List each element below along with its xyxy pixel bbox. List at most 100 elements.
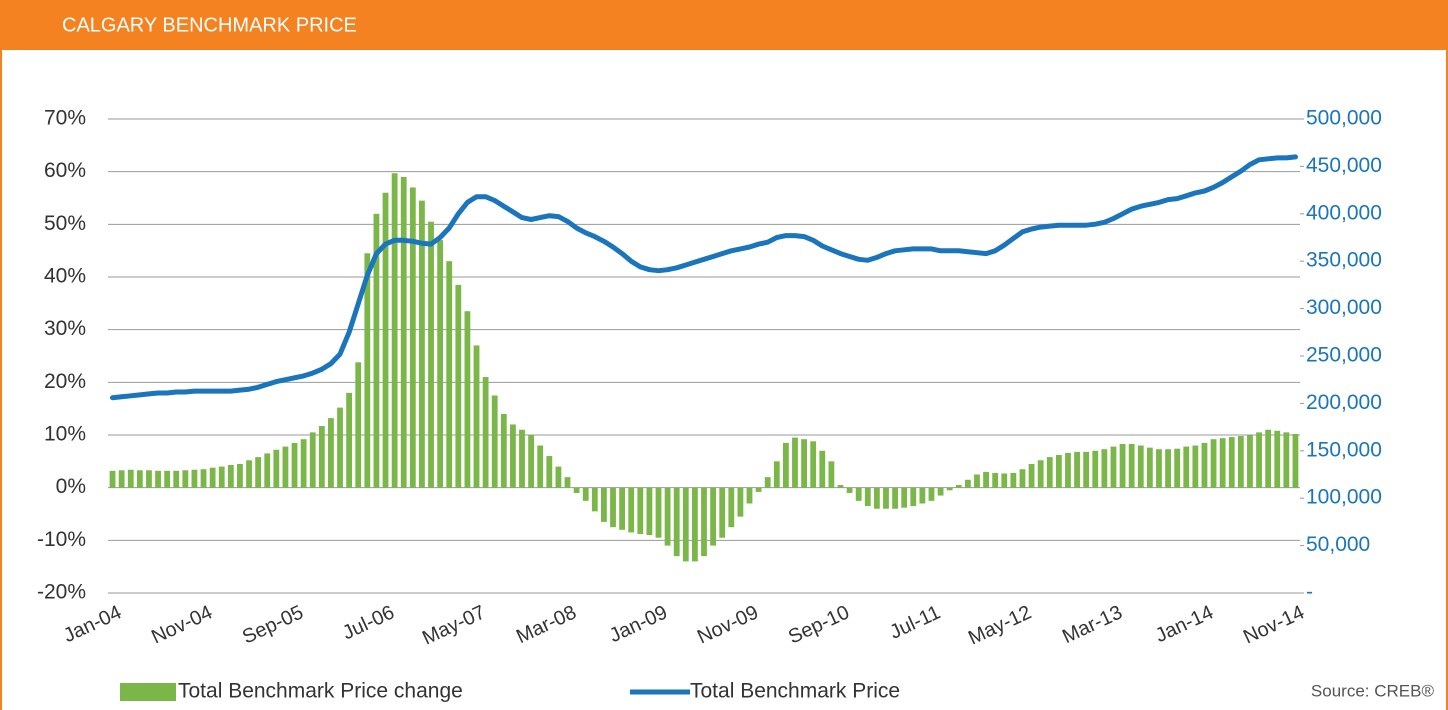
- bar: [555, 466, 562, 488]
- bar: [773, 461, 780, 488]
- y2-tick-label: 450,000: [1306, 154, 1382, 177]
- y-tick-label: 60%: [44, 159, 86, 182]
- bar: [1028, 463, 1035, 488]
- bar: [273, 449, 280, 488]
- bar: [519, 429, 525, 488]
- y2-tick-label: 400,000: [1306, 201, 1382, 224]
- bar: [355, 362, 362, 488]
- bar: [919, 487, 926, 504]
- bar: [637, 487, 644, 535]
- bar: [1046, 457, 1053, 488]
- bar: [546, 456, 553, 488]
- bar: [528, 435, 535, 488]
- bar: [136, 470, 143, 488]
- y-tick-label: 0%: [56, 475, 86, 498]
- bar: [1092, 450, 1099, 488]
- bar: [237, 463, 243, 488]
- x-tick-label: Jul-06: [339, 601, 398, 644]
- y2-tick-label: 250,000: [1306, 344, 1382, 367]
- bar: [282, 446, 289, 488]
- bar: [1247, 435, 1253, 488]
- bar: [646, 487, 653, 536]
- x-tick-label: Nov-09: [694, 601, 762, 648]
- y-tick-label: -20%: [37, 581, 86, 604]
- bar: [182, 470, 189, 488]
- bar: [673, 487, 680, 557]
- bar: [792, 437, 798, 488]
- chart-title: CALGARY BENCHMARK PRICE: [62, 14, 357, 36]
- line: [110, 154, 1298, 401]
- y2-tick-label: 150,000: [1306, 438, 1382, 461]
- bar: [1192, 445, 1199, 488]
- bar: [710, 487, 716, 546]
- y-tick-label: 40%: [44, 265, 86, 288]
- bar: [1256, 432, 1262, 488]
- bar: [892, 487, 898, 509]
- bar: [482, 377, 489, 488]
- y-tick-label: 50%: [44, 212, 86, 235]
- bar: [692, 487, 698, 562]
- bar: [619, 487, 626, 530]
- bar: [146, 470, 152, 488]
- bar: [1055, 455, 1062, 488]
- bar: [1010, 472, 1017, 488]
- bar: [719, 487, 726, 538]
- bar: [1156, 449, 1162, 488]
- bar: [1274, 430, 1281, 488]
- bar: [127, 469, 134, 488]
- bar: [1237, 436, 1244, 488]
- bar: [928, 487, 935, 501]
- legend-label: Total Benchmark Price: [690, 680, 900, 703]
- bar: [846, 487, 853, 493]
- bar: [746, 487, 753, 504]
- bar: [1174, 448, 1181, 488]
- bar: [218, 466, 225, 488]
- bar: [1065, 452, 1071, 488]
- legend-label: Total Benchmark Price change: [178, 680, 463, 703]
- bar: [1074, 451, 1080, 488]
- bar: [364, 253, 371, 488]
- bar: [1292, 433, 1299, 488]
- bar: [755, 487, 762, 492]
- x-tick-label: Jul-11: [886, 601, 943, 643]
- bar: [810, 441, 817, 488]
- bar: [901, 487, 908, 508]
- bar: [382, 192, 389, 488]
- bar: [491, 395, 498, 488]
- bar: [500, 413, 507, 488]
- y-tick-label: 30%: [44, 317, 86, 340]
- y-tick-label: 70%: [44, 107, 86, 130]
- bar: [164, 470, 171, 488]
- y2-tick-label: 300,000: [1306, 296, 1382, 319]
- header-bar: [0, 0, 1448, 50]
- legend-swatch: [120, 683, 176, 701]
- bar: [109, 470, 116, 488]
- bar: [246, 460, 252, 488]
- source: Source: CREB®: [1311, 681, 1435, 700]
- bar: [255, 457, 262, 488]
- bar: [400, 176, 407, 488]
- x-tick-label: Mar-08: [513, 601, 580, 648]
- bar: [655, 487, 662, 538]
- y2-tick-label: 50,000: [1306, 533, 1370, 556]
- bar: [1019, 469, 1026, 488]
- bar: [946, 487, 953, 491]
- bar: [1165, 449, 1171, 488]
- bar: [701, 487, 707, 557]
- bar: [428, 221, 434, 488]
- bar: [992, 472, 999, 488]
- bar: [118, 470, 125, 488]
- bar: [855, 487, 862, 501]
- bar: [473, 345, 480, 488]
- x-tick-label: May-07: [419, 601, 489, 649]
- x-tick-label: Nov-04: [148, 601, 216, 648]
- bar: [337, 407, 343, 488]
- bar: [1219, 438, 1226, 488]
- y-tick-label: -10%: [37, 528, 86, 551]
- bar: [828, 461, 835, 488]
- bar: [537, 445, 544, 488]
- bar: [582, 487, 589, 501]
- bar: [455, 284, 462, 488]
- bar: [373, 213, 380, 488]
